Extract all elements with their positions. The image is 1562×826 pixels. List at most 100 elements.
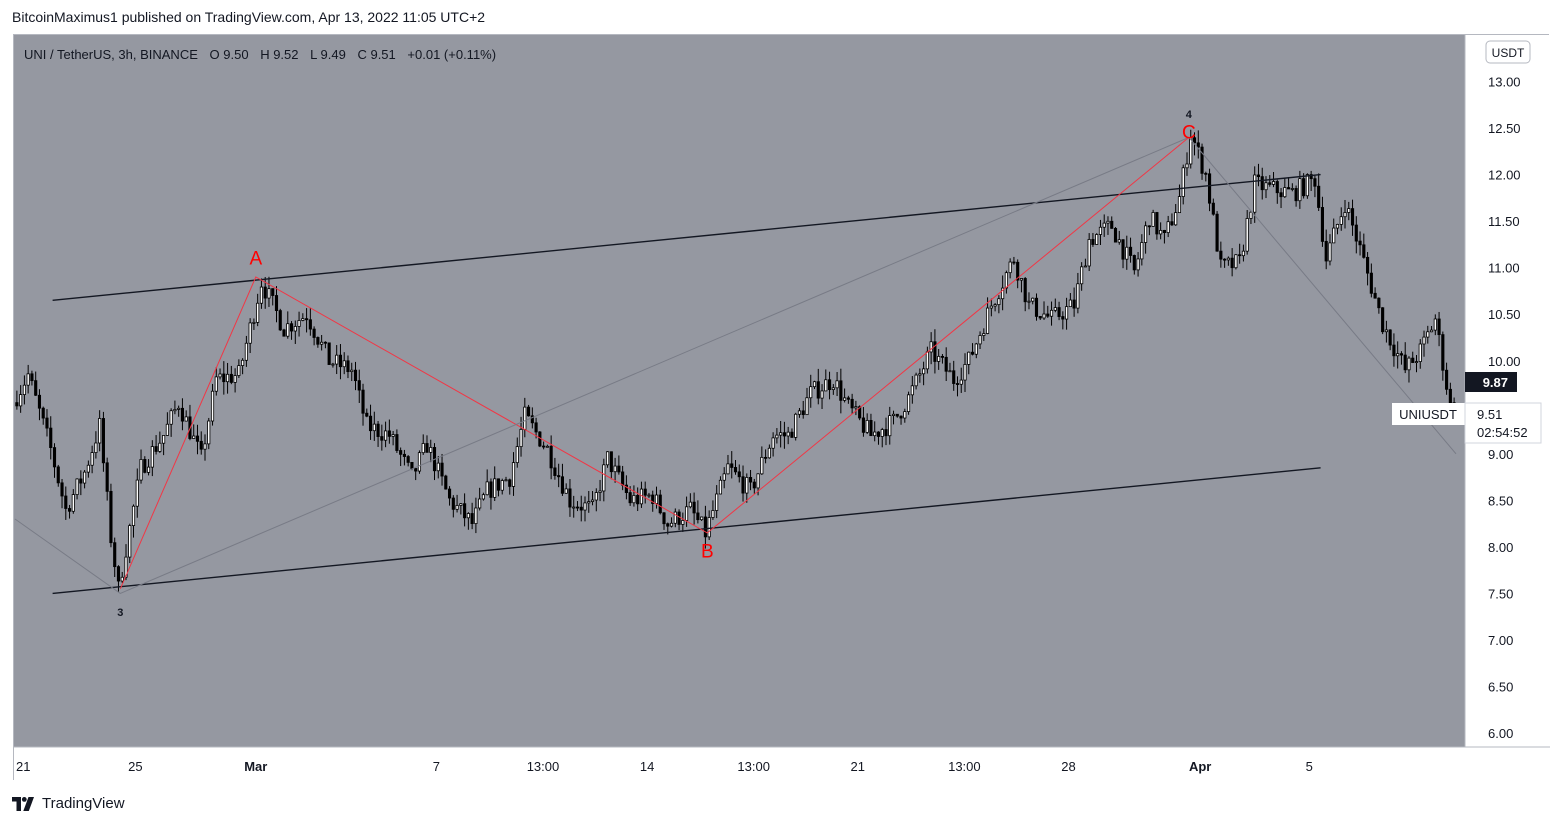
time-axis-background[interactable] (14, 747, 1550, 781)
candle-body (1162, 229, 1166, 234)
candle-body (752, 481, 756, 489)
candle (323, 341, 327, 349)
candle (1366, 252, 1370, 286)
candle (606, 451, 610, 468)
candle (1095, 233, 1099, 245)
candle-body (455, 505, 459, 510)
candle-body (346, 360, 350, 373)
candle-body (493, 478, 497, 498)
candle (978, 331, 982, 350)
candle (372, 411, 376, 441)
candle (470, 502, 474, 530)
time-tick-label: Apr (1189, 759, 1211, 774)
candle (1076, 272, 1080, 314)
candle (602, 458, 606, 502)
candle (843, 388, 847, 403)
candle-body (1268, 182, 1272, 185)
tradingview-branding[interactable]: TradingView (12, 795, 125, 812)
candle-body (252, 321, 256, 324)
candle (199, 431, 203, 455)
candle (993, 303, 997, 312)
candle-body (1049, 309, 1054, 317)
candle-body (1095, 234, 1099, 245)
candle (794, 412, 798, 441)
candle-body (67, 508, 72, 512)
legend-change: +0.01 (+0.11%) (407, 47, 496, 62)
candle (37, 389, 42, 421)
candle-body (335, 354, 339, 365)
candle-body (1324, 240, 1328, 262)
candle-body (899, 415, 903, 419)
candle-body (1136, 258, 1140, 271)
candle (49, 416, 53, 460)
currency-badge[interactable]: USDT (1485, 40, 1531, 64)
candle (1207, 168, 1212, 212)
candle-body (173, 409, 177, 412)
candle-body (831, 387, 835, 390)
candle (1313, 175, 1317, 198)
candle (1283, 177, 1287, 198)
candle (128, 523, 132, 564)
time-tick-label: 21 (851, 759, 865, 774)
candle (982, 328, 986, 341)
candle (1448, 382, 1452, 407)
candle-body (1437, 318, 1441, 336)
candle (741, 465, 745, 502)
candle (963, 353, 967, 392)
candlestick-chart[interactable]: A B C 3 4 UNI / TetherUS, 3h, BINANCE O 9.50… (14, 35, 1550, 781)
price-tick-label: 9.00 (1488, 447, 1513, 462)
candle-body (1249, 211, 1253, 219)
candle (888, 406, 892, 445)
candle (669, 517, 674, 528)
candle (1305, 173, 1309, 199)
candle (1294, 185, 1298, 207)
candle-body (1384, 329, 1388, 333)
candle-body (368, 415, 373, 432)
chart-frame[interactable]: A B C 3 4 UNI / TetherUS, 3h, BINANCE O 9.50… (13, 34, 1550, 781)
candle (782, 421, 786, 449)
candle (1279, 187, 1283, 209)
candle-body (937, 355, 941, 362)
candle-body (1287, 187, 1291, 190)
candle (289, 321, 294, 340)
candle-body (451, 497, 455, 510)
trendline-channel-upper (52, 173, 1321, 301)
candle (846, 395, 850, 404)
candle-body (786, 431, 790, 437)
candle (613, 457, 617, 483)
candle-body (688, 501, 692, 508)
candle (907, 391, 911, 415)
candle (1403, 342, 1407, 374)
candle (542, 441, 546, 450)
candle (786, 426, 790, 445)
candle (767, 444, 771, 459)
candle (812, 380, 817, 390)
candle (52, 443, 57, 478)
plot-background[interactable] (14, 35, 1465, 747)
candle-body (1309, 174, 1313, 180)
symbol-name-tag: UNIUSDT (1399, 407, 1457, 422)
candle (553, 457, 557, 480)
candle-body (1117, 239, 1121, 243)
candle (391, 431, 395, 446)
candle-body (861, 417, 865, 433)
candle (884, 417, 888, 446)
candle (1162, 229, 1166, 244)
candle (350, 362, 354, 382)
candle (210, 383, 215, 426)
time-tick-label: 25 (128, 759, 142, 774)
candle-body (564, 488, 568, 494)
candle (1287, 176, 1291, 190)
candle-body (320, 341, 324, 345)
candle-body (827, 379, 832, 390)
candle (677, 509, 681, 531)
candle-body (233, 375, 237, 383)
candle-body (1072, 299, 1076, 309)
candle-body (1347, 208, 1351, 213)
candle-body (1004, 272, 1008, 289)
candle (1117, 230, 1121, 245)
candle-body (22, 384, 26, 395)
candle (1256, 163, 1261, 187)
candle-body (143, 459, 147, 473)
candle-body (1046, 313, 1050, 317)
